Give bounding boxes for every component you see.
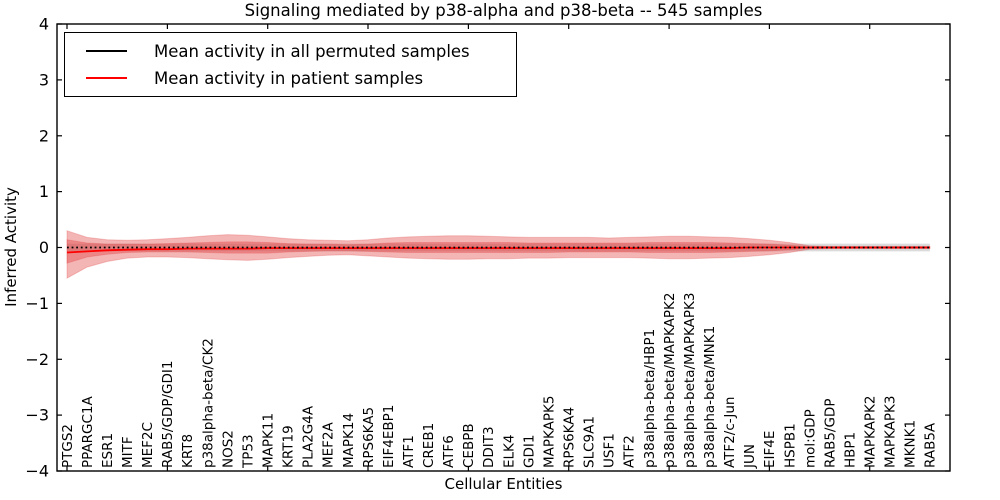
x-tick-label: EIF4E [762,431,778,468]
y-tick-label: 2 [39,126,49,145]
x-tick-label: HBP1 [843,432,859,468]
legend-label-patient: Mean activity in patient samples [154,68,424,88]
y-axis-label: Inferred Activity [2,187,20,307]
x-tick-label: ATF1 [401,435,417,468]
x-tick-label: GDI1 [521,435,537,468]
legend: Mean activity in all permuted samples Me… [64,32,517,97]
x-tick-label: MAPK14 [341,413,357,468]
chart-title: Signaling mediated by p38-alpha and p38-… [244,1,763,20]
x-tick-label: MAPKAPK3 [883,396,899,468]
x-tick-label: MEF2A [321,421,337,468]
x-tick-label: p38alpha-beta/CK2 [200,338,216,468]
x-tick-label: ATF2 [622,435,638,468]
x-tick-label: MEF2C [140,422,156,468]
legend-entry-patient: Mean activity in patient samples [86,69,516,88]
legend-entry-permuted: Mean activity in all permuted samples [86,42,516,61]
x-tick-label: CREB1 [421,423,437,468]
x-tick-label: EIF4EBP1 [381,405,397,468]
x-tick-label: PLA2G4A [301,405,317,468]
x-tick-label: KRT8 [180,434,196,468]
x-tick-label: RPS6KA5 [361,407,377,468]
x-tick-label: MITF [120,436,136,468]
y-tick-label: −1 [25,294,49,313]
patient-samples-outer-band [66,230,931,280]
x-axis-label: Cellular Entities [444,475,563,493]
x-tick-label: ELK4 [501,435,517,469]
x-tick-label: NOS2 [220,430,236,468]
x-tick-label: p38alpha-beta/HBP1 [642,329,658,468]
x-tick-label: mol:GDP [802,409,818,468]
y-tick-label: −2 [25,350,49,369]
legend-label-permuted: Mean activity in all permuted samples [154,41,470,61]
x-tick-label: ATF6 [441,435,457,468]
x-tick-label: RPS6KA4 [562,407,578,468]
x-tick-label: CEBPB [461,423,477,468]
y-tick-label: −3 [25,406,49,425]
x-tick-label: ESR1 [100,433,116,468]
y-tick-label: 1 [39,182,49,201]
x-tick-label: PPARGC1A [80,395,96,468]
x-tick-label: MAPK11 [261,413,277,468]
x-tick-label: JUN [742,444,758,469]
x-tick-label: MKNK1 [903,420,919,468]
y-tick-label: 3 [39,71,49,90]
x-tick-label: p38alpha-beta/MAPKAPK2 [662,293,678,469]
y-tick-label: 4 [39,15,49,34]
black-line-swatch-icon [86,50,127,52]
red-line-swatch-icon [86,77,127,79]
x-tick-label: RAB5/GDP/GDI1 [160,361,176,468]
x-tick-label: SLC9A1 [582,416,598,468]
x-tick-label: KRT19 [281,425,297,468]
y-tick-label: 0 [39,238,49,257]
x-tick-label: RAB5/GDP [822,399,838,468]
x-tick-label: PTGS2 [60,424,76,468]
x-tick-label: USF1 [602,433,618,468]
x-tick-label: RAB5A [923,422,939,468]
x-tick-label: p38alpha-beta/MAPKAPK3 [682,293,698,469]
x-tick-label: MAPKAPK5 [542,396,558,468]
x-tick-label: MAPKAPK2 [863,396,879,468]
y-tick-label: −4 [25,462,49,481]
x-tick-label: TP53 [240,434,256,469]
x-tick-label: DDIT3 [481,426,497,468]
x-tick-label: HSPB1 [782,423,798,468]
x-tick-label: p38alpha-beta/MNK1 [702,326,718,468]
x-tick-label: ATF2/c-Jun [722,397,738,468]
